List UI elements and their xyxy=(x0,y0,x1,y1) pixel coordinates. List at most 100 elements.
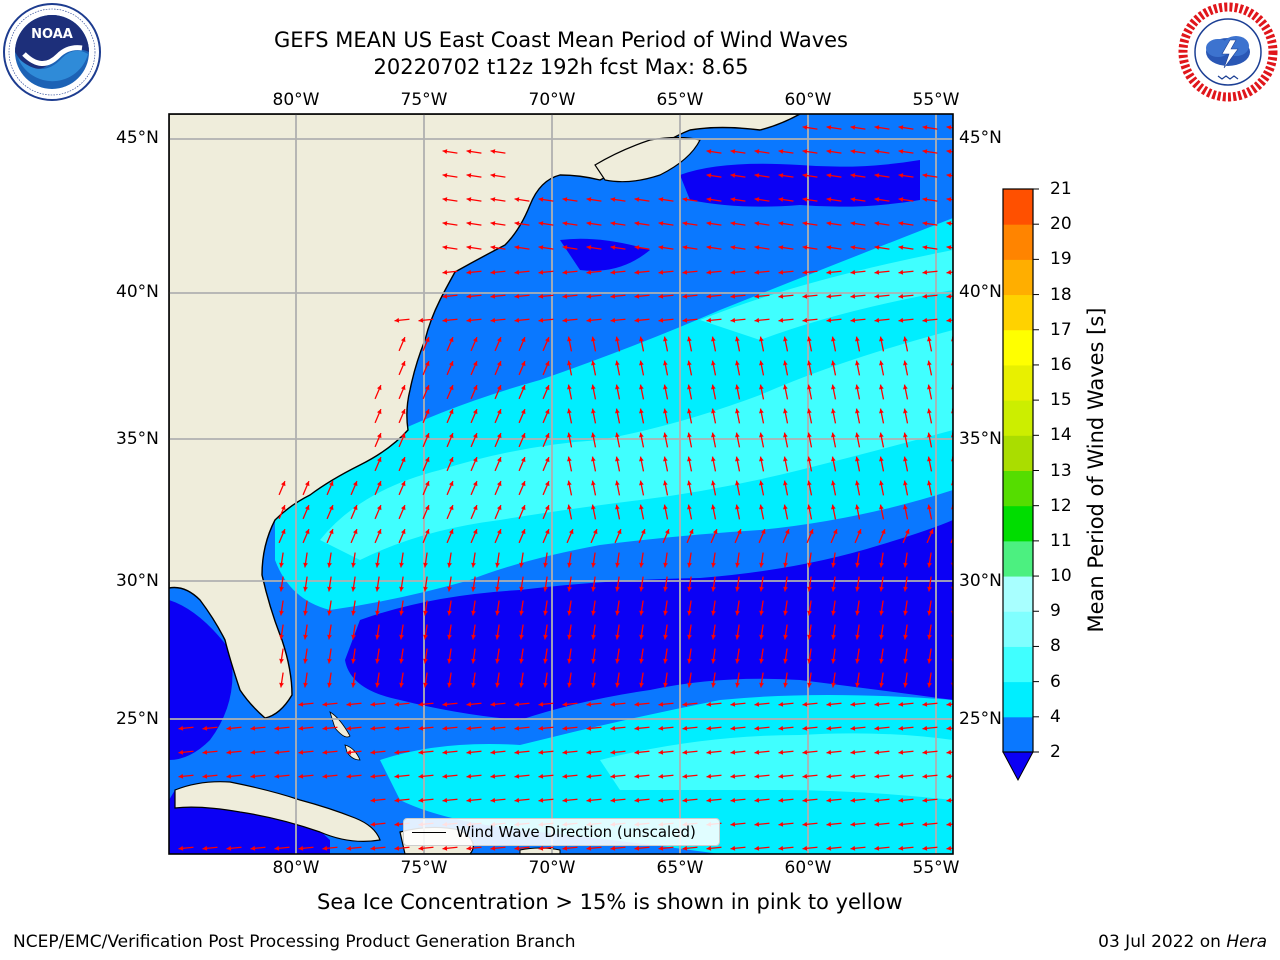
direction-arrowhead xyxy=(538,269,544,275)
direction-arrowhead xyxy=(519,610,524,616)
direction-arrowhead xyxy=(850,821,856,827)
direction-arrowhead xyxy=(807,384,812,390)
direction-arrowhead xyxy=(778,701,784,707)
direction-arrowhead xyxy=(711,456,716,462)
direction-arrowhead xyxy=(322,725,328,731)
direction-arrowhead xyxy=(353,529,358,535)
direction-arrowhead xyxy=(927,658,932,664)
direction-arrowhead xyxy=(879,408,884,414)
direction-arrowhead xyxy=(634,221,640,226)
direction-arrowhead xyxy=(754,293,760,299)
direction-arrowhead xyxy=(658,293,664,299)
direction-arrowhead xyxy=(401,337,406,343)
direction-arrowhead xyxy=(591,634,596,640)
direction-arrowhead xyxy=(783,634,788,640)
direction-arrowhead xyxy=(634,269,640,275)
direction-arrowhead xyxy=(903,504,908,510)
direction-arrowhead xyxy=(425,409,430,415)
direction-arrowhead xyxy=(874,221,880,226)
direction-arrowhead xyxy=(298,725,304,731)
direction-arrowhead xyxy=(466,269,472,275)
direction-arrowhead xyxy=(545,361,550,367)
direction-arrowhead xyxy=(615,610,620,616)
colorbar-segment xyxy=(1003,435,1033,471)
direction-arrowhead xyxy=(394,773,400,779)
direction-arrowhead xyxy=(735,408,740,414)
direction-arrowhead xyxy=(682,797,688,803)
direction-arrowhead xyxy=(495,586,500,592)
direction-arrowhead xyxy=(922,173,928,178)
direction-arrowhead xyxy=(855,360,860,366)
direction-arrowhead xyxy=(634,701,640,707)
direction-arrowhead xyxy=(514,725,520,731)
direction-arrowhead xyxy=(567,562,572,568)
direction-arrowhead xyxy=(903,586,908,592)
direction-arrowhead xyxy=(538,317,544,323)
direction-arrowhead xyxy=(857,529,862,535)
direction-arrowhead xyxy=(663,408,668,414)
direction-arrowhead xyxy=(322,749,328,755)
direction-arrowhead xyxy=(754,173,760,178)
direction-arrowhead xyxy=(394,317,400,323)
direction-arrowhead xyxy=(591,504,596,510)
direction-arrowhead xyxy=(521,361,526,367)
direction-arrowhead xyxy=(401,385,406,391)
direction-arrowhead xyxy=(881,529,886,535)
direction-arrowhead xyxy=(615,360,620,366)
direction-arrowhead xyxy=(279,682,284,688)
direction-arrowhead xyxy=(449,457,454,463)
direction-arrowhead xyxy=(447,658,452,664)
direction-arrowhead xyxy=(250,773,256,779)
direction-arrowhead xyxy=(562,317,568,323)
colorbar-segment xyxy=(1003,576,1033,612)
direction-arrowhead xyxy=(495,682,500,688)
direction-arrowhead xyxy=(514,845,520,851)
direction-arrowhead xyxy=(495,658,500,664)
direction-arrowhead xyxy=(687,480,692,486)
direction-arrowhead xyxy=(545,481,550,487)
direction-arrowhead xyxy=(922,125,928,130)
direction-arrowhead xyxy=(807,562,812,568)
direction-arrowhead xyxy=(591,360,596,366)
direction-arrowhead xyxy=(346,773,352,779)
direction-arrowhead xyxy=(898,725,904,731)
direction-arrowhead xyxy=(303,610,308,616)
direction-arrowhead xyxy=(615,336,620,342)
direction-arrowhead xyxy=(538,701,544,707)
direction-arrowhead xyxy=(807,504,812,510)
direction-arrowhead xyxy=(754,317,760,323)
direction-arrowhead xyxy=(879,336,884,342)
direction-arrowhead xyxy=(250,845,256,851)
direction-arrowhead xyxy=(898,821,904,827)
lon-label-bottom: 55°W xyxy=(912,858,960,878)
direction-arrowhead xyxy=(591,408,596,414)
direction-arrowhead xyxy=(879,432,884,438)
direction-arrowhead xyxy=(370,701,376,707)
direction-arrowhead xyxy=(663,586,668,592)
direction-arrowhead xyxy=(202,725,208,731)
direction-arrowhead xyxy=(610,701,616,707)
direction-arrowhead xyxy=(370,725,376,731)
direction-arrowhead xyxy=(370,821,376,827)
direction-arrowhead xyxy=(466,701,472,707)
direction-arrowhead xyxy=(927,562,932,568)
lat-label-left: 40°N xyxy=(116,282,159,302)
direction-arrowhead xyxy=(442,845,448,851)
direction-arrowhead xyxy=(831,480,836,486)
direction-arrowhead xyxy=(274,773,280,779)
direction-arrowhead xyxy=(562,221,568,226)
direction-arrowhead xyxy=(370,797,376,803)
colorbar-segment xyxy=(1003,505,1033,542)
direction-arrowhead xyxy=(442,317,448,323)
colorbar-tick-label: 12 xyxy=(1050,495,1072,516)
direction-arrowhead xyxy=(394,845,400,851)
direction-arrowhead xyxy=(543,610,548,616)
direction-arrowhead xyxy=(567,658,572,664)
direction-arrowhead xyxy=(663,480,668,486)
direction-arrowhead xyxy=(274,845,280,851)
direction-arrowhead xyxy=(610,293,616,299)
direction-arrowhead xyxy=(447,562,452,568)
direction-arrowhead xyxy=(898,173,904,178)
direction-arrowhead xyxy=(519,562,524,568)
direction-arrowhead xyxy=(250,749,256,755)
